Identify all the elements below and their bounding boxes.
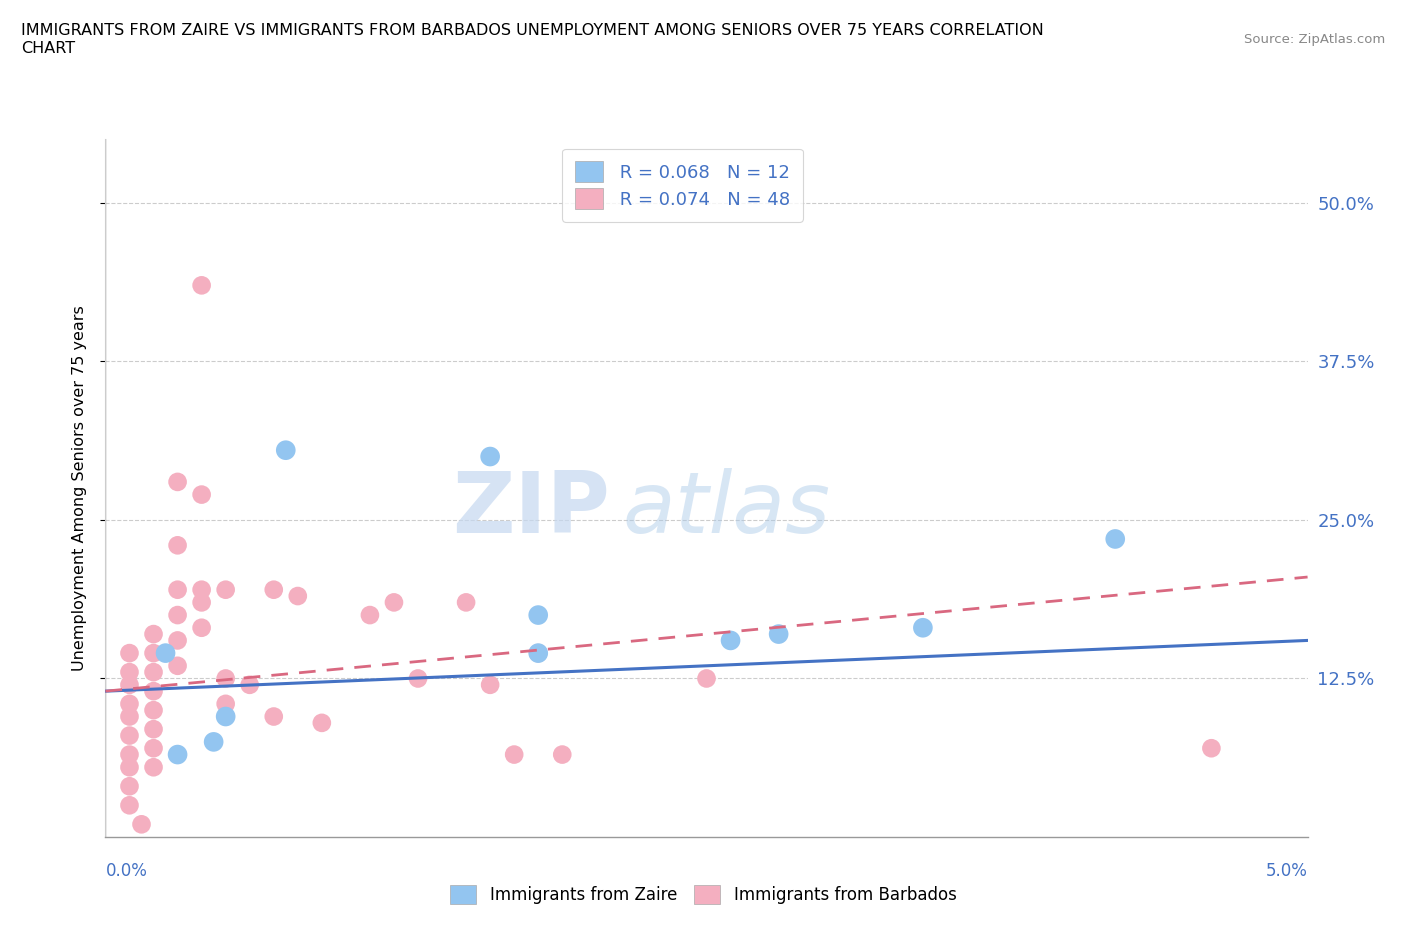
Point	[454, 595, 477, 610]
Point	[911, 620, 934, 635]
Point	[118, 697, 141, 711]
Point	[155, 645, 177, 660]
Point	[359, 607, 381, 622]
Point	[214, 671, 236, 686]
Point	[527, 645, 550, 660]
Point	[527, 645, 550, 660]
Point	[190, 278, 212, 293]
Point	[166, 633, 188, 648]
Point	[131, 817, 153, 831]
Point	[274, 443, 297, 458]
Point	[311, 715, 333, 730]
Point	[142, 627, 165, 642]
Point	[190, 582, 212, 597]
Point	[190, 487, 212, 502]
Point	[166, 474, 188, 489]
Point	[166, 607, 188, 622]
Legend:  R = 0.068   N = 12,  R = 0.074   N = 48: R = 0.068 N = 12, R = 0.074 N = 48	[562, 149, 803, 222]
Point	[287, 589, 309, 604]
Text: Source: ZipAtlas.com: Source: ZipAtlas.com	[1244, 33, 1385, 46]
Point	[142, 645, 165, 660]
Point	[166, 658, 188, 673]
Point	[696, 671, 718, 686]
Point	[1201, 741, 1223, 756]
Text: 5.0%: 5.0%	[1265, 862, 1308, 881]
Point	[768, 627, 790, 642]
Point	[503, 747, 526, 762]
Text: 0.0%: 0.0%	[105, 862, 148, 881]
Point	[190, 595, 212, 610]
Point	[214, 582, 236, 597]
Point	[551, 747, 574, 762]
Point	[118, 747, 141, 762]
Point	[166, 747, 188, 762]
Point	[1104, 532, 1126, 547]
Point	[118, 665, 141, 680]
Text: IMMIGRANTS FROM ZAIRE VS IMMIGRANTS FROM BARBADOS UNEMPLOYMENT AMONG SENIORS OVE: IMMIGRANTS FROM ZAIRE VS IMMIGRANTS FROM…	[21, 23, 1043, 56]
Point	[142, 665, 165, 680]
Point	[214, 709, 236, 724]
Legend: Immigrants from Zaire, Immigrants from Barbados: Immigrants from Zaire, Immigrants from B…	[441, 876, 965, 912]
Point	[263, 709, 285, 724]
Point	[214, 697, 236, 711]
Point	[239, 677, 262, 692]
Point	[263, 582, 285, 597]
Point	[118, 728, 141, 743]
Point	[118, 760, 141, 775]
Point	[479, 449, 502, 464]
Point	[142, 703, 165, 718]
Point	[118, 677, 141, 692]
Point	[118, 645, 141, 660]
Point	[142, 741, 165, 756]
Point	[142, 760, 165, 775]
Point	[118, 778, 141, 793]
Point	[166, 582, 188, 597]
Point	[406, 671, 429, 686]
Point	[142, 684, 165, 698]
Point	[382, 595, 405, 610]
Point	[166, 538, 188, 552]
Text: atlas: atlas	[623, 468, 831, 551]
Point	[190, 620, 212, 635]
Point	[118, 709, 141, 724]
Y-axis label: Unemployment Among Seniors over 75 years: Unemployment Among Seniors over 75 years	[72, 305, 87, 671]
Text: ZIP: ZIP	[453, 468, 610, 551]
Point	[202, 735, 225, 750]
Point	[479, 677, 502, 692]
Point	[720, 633, 742, 648]
Point	[527, 607, 550, 622]
Point	[118, 798, 141, 813]
Point	[142, 722, 165, 737]
